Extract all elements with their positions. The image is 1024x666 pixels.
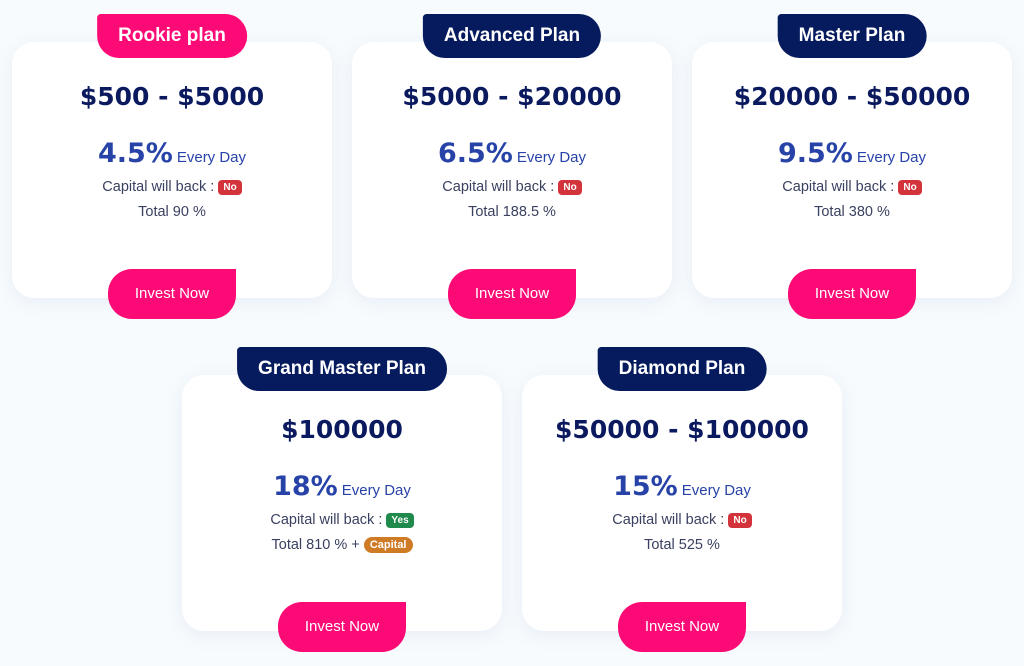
rate-percent: 4.5% xyxy=(97,138,173,169)
capital-extra-badge: Capital xyxy=(363,537,413,554)
capital-label: Capital will back : xyxy=(612,512,725,528)
plan-price-range: $20000 - $50000 xyxy=(733,82,971,111)
capital-label: Capital will back : xyxy=(442,179,555,195)
plan-total: Total 810 % + Capital xyxy=(182,537,502,554)
plan-price-range: $5000 - $20000 xyxy=(402,82,622,111)
capital-back: Capital will back : Yes xyxy=(182,512,502,528)
total-text: Total 380 % xyxy=(814,204,890,220)
plan-name: Diamond Plan xyxy=(597,347,767,391)
plan-rate: 15% Every Day xyxy=(522,471,842,502)
rate-percent: 9.5% xyxy=(777,138,853,169)
capital-label: Capital will back : xyxy=(270,512,383,528)
plan-total: Total 380 % xyxy=(692,204,1012,220)
plan-name: Grand Master Plan xyxy=(237,347,447,391)
total-text: Total 188.5 % xyxy=(468,204,556,220)
capital-label: Capital will back : xyxy=(782,179,895,195)
rate-percent: 6.5% xyxy=(437,138,513,169)
rate-period: Every Day xyxy=(176,149,247,166)
plan-rate: 9.5% Every Day xyxy=(692,138,1012,169)
plan-price-range: $500 - $5000 xyxy=(79,82,265,111)
plan-total: Total 188.5 % xyxy=(352,204,672,220)
capital-back: Capital will back : No xyxy=(352,179,672,195)
plan-price-range: $50000 - $100000 xyxy=(555,415,809,444)
capital-badge: No xyxy=(558,179,582,195)
invest-now-button[interactable]: Invest Now xyxy=(278,602,406,652)
capital-back: Capital will back : No xyxy=(522,512,842,528)
rate-period: Every Day xyxy=(856,149,927,166)
capital-badge: No xyxy=(218,179,242,195)
plan-name: Master Plan xyxy=(777,14,927,58)
rate-period: Every Day xyxy=(341,482,411,499)
plan-rate: 4.5% Every Day xyxy=(12,138,332,169)
invest-now-button[interactable]: Invest Now xyxy=(788,269,916,319)
invest-now-button[interactable]: Invest Now xyxy=(108,269,236,319)
plan-rate: 6.5% Every Day xyxy=(352,138,672,169)
plan-name: Rookie plan xyxy=(97,14,247,58)
rate-percent: 15% xyxy=(613,471,678,502)
total-text: Total 525 % xyxy=(644,537,720,553)
capital-badge: Yes xyxy=(386,512,414,528)
plan-name: Advanced Plan xyxy=(422,14,602,58)
total-text: Total 810 % + xyxy=(271,537,360,553)
plan-card: Advanced Plan $5000 - $20000 6.5% Every D… xyxy=(352,14,672,319)
capital-back: Capital will back : No xyxy=(12,179,332,195)
plan-card: Diamond Plan $50000 - $100000 15% Every D… xyxy=(522,347,842,652)
plan-total: Total 90 % xyxy=(12,204,332,220)
rate-period: Every Day xyxy=(516,149,587,166)
plan-price-range: $100000 xyxy=(281,415,403,444)
plan-total: Total 525 % xyxy=(522,537,842,553)
plan-card: Master Plan $20000 - $50000 9.5% Every Da… xyxy=(692,14,1012,319)
invest-now-button[interactable]: Invest Now xyxy=(448,269,576,319)
rate-percent: 18% xyxy=(273,471,338,502)
plan-card: Grand Master Plan $100000 18% Every Day C… xyxy=(182,347,502,652)
plan-card: Rookie plan $500 - $5000 4.5% Every Day C… xyxy=(12,14,332,319)
total-text: Total 90 % xyxy=(138,204,206,220)
capital-badge: No xyxy=(728,512,752,528)
rate-period: Every Day xyxy=(681,482,751,499)
plan-rate: 18% Every Day xyxy=(182,471,502,502)
capital-badge: No xyxy=(898,179,922,195)
capital-back: Capital will back : No xyxy=(692,179,1012,195)
capital-label: Capital will back : xyxy=(102,179,215,195)
invest-now-button[interactable]: Invest Now xyxy=(618,602,746,652)
